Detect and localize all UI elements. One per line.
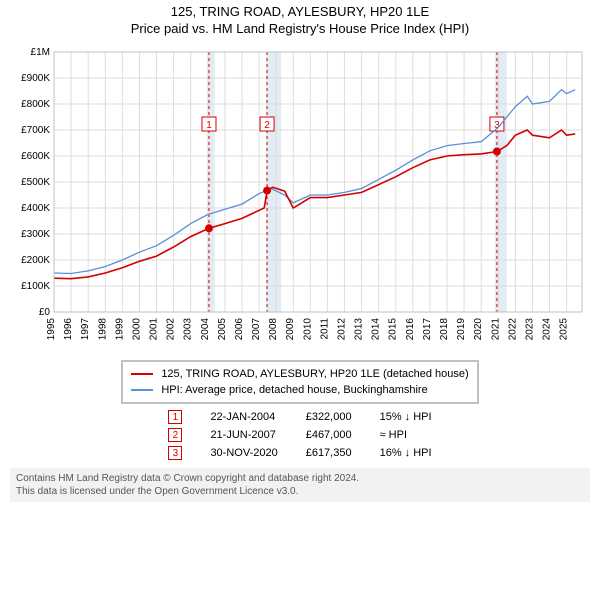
x-axis-label: 2013 [354,317,365,340]
x-axis-label: 1999 [114,317,125,340]
x-axis-label: 2025 [559,317,570,340]
x-axis-label: 2019 [456,317,467,340]
legend-item: HPI: Average price, detached house, Buck… [131,382,468,398]
table-row: 1 22-JAN-2004£322,00015% ↓ HPI [154,408,445,426]
x-axis-label: 2008 [268,317,279,340]
y-axis-label: £900K [21,73,50,84]
x-axis-label: 2000 [131,317,142,340]
sale-marker-number: 2 [264,120,270,131]
legend-label: 125, TRING ROAD, AYLESBURY, HP20 1LE (de… [161,368,468,380]
x-axis-label: 2009 [285,317,296,340]
sale-marker-number: 1 [206,120,212,131]
sale-dot [263,186,271,194]
x-axis-label: 2011 [319,317,330,339]
sale-delta: ≈ HPI [366,426,446,444]
x-axis-label: 1996 [63,317,74,340]
y-axis-label: £300K [21,229,50,240]
x-axis-label: 2005 [217,317,228,340]
x-axis-label: 2010 [302,317,313,340]
y-axis-label: £0 [39,307,51,318]
x-axis-label: 2012 [336,317,347,340]
footer-line1: Contains HM Land Registry data © Crown c… [16,472,584,485]
legend: 125, TRING ROAD, AYLESBURY, HP20 1LE (de… [121,360,478,404]
y-axis-label: £100K [21,281,50,292]
x-axis-label: 2022 [507,317,518,340]
legend-label: HPI: Average price, detached house, Buck… [161,384,427,396]
footer-line2: This data is licensed under the Open Gov… [16,485,584,498]
x-axis-label: 2006 [234,317,245,340]
y-axis-label: £500K [21,177,50,188]
x-axis-label: 2021 [490,317,501,340]
x-axis-label: 2017 [422,317,433,340]
y-axis-label: £400K [21,203,50,214]
y-axis-label: £800K [21,99,50,110]
legend-swatch [131,373,153,375]
sale-dot [205,224,213,232]
sales-table: 1 22-JAN-2004£322,00015% ↓ HPI 2 21-JUN-200… [154,408,445,462]
sale-number-box: 2 [168,428,182,442]
table-row: 3 30-NOV-2020£617,35016% ↓ HPI [154,444,445,462]
y-axis-label: £1M [31,47,50,58]
x-axis-label: 2018 [439,317,450,340]
sale-number-box: 3 [168,446,182,460]
x-axis-label: 2023 [524,317,535,340]
x-axis-label: 2004 [200,317,211,340]
y-axis-label: £600K [21,151,50,162]
sale-price: £467,000 [292,426,366,444]
sale-price: £617,350 [292,444,366,462]
x-axis-label: 2015 [388,317,399,340]
sale-dot [493,147,501,155]
sale-number-box: 1 [168,410,182,424]
legend-item: 125, TRING ROAD, AYLESBURY, HP20 1LE (de… [131,366,468,382]
x-axis-label: 1998 [97,317,108,340]
x-axis-label: 1997 [80,317,91,340]
x-axis-label: 2002 [166,317,177,340]
chart-container: 125, TRING ROAD, AYLESBURY, HP20 1LE Pri… [0,0,600,590]
x-axis-label: 2024 [542,317,553,340]
x-axis-label: 2007 [251,317,262,340]
legend-swatch [131,389,153,391]
x-axis-label: 1995 [46,317,57,340]
x-axis-label: 2001 [149,317,160,340]
x-axis-label: 2003 [183,317,194,340]
footer-attribution: Contains HM Land Registry data © Crown c… [10,468,590,502]
y-axis-label: £700K [21,125,50,136]
chart-area: £0 £100K £200K £300K £400K £500K £600K £700K £80… [10,44,590,354]
sale-date: 22-JAN-2004 [196,408,291,426]
sale-price: £322,000 [292,408,366,426]
title-subtitle: Price paid vs. HM Land Registry's House … [0,21,600,38]
x-axis-label: 2016 [405,317,416,340]
x-axis-label: 2020 [473,317,484,340]
sale-date: 30-NOV-2020 [196,444,291,462]
price-chart: £0 £100K £200K £300K £400K £500K £600K £700K £80… [10,44,590,354]
title-address: 125, TRING ROAD, AYLESBURY, HP20 1LE [0,4,600,21]
table-row: 2 21-JUN-2007£467,000≈ HPI [154,426,445,444]
y-axis-label: £200K [21,255,50,266]
sale-delta: 16% ↓ HPI [366,444,446,462]
sale-delta: 15% ↓ HPI [366,408,446,426]
x-axis-label: 2014 [371,317,382,340]
sale-date: 21-JUN-2007 [196,426,291,444]
chart-title: 125, TRING ROAD, AYLESBURY, HP20 1LE Pri… [0,0,600,38]
